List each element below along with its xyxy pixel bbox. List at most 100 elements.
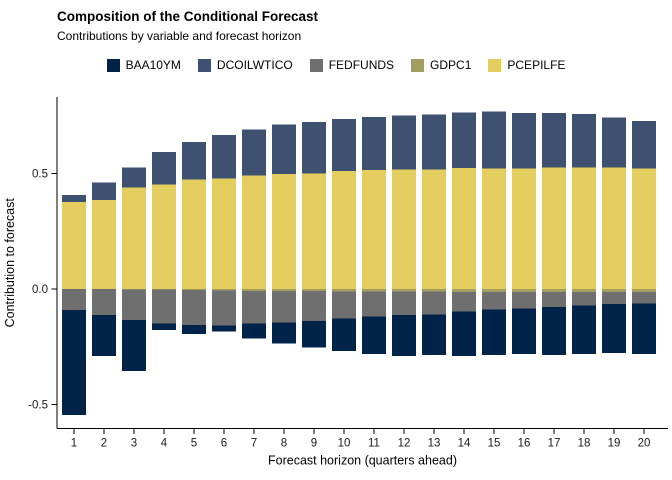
x-tick-label: 2 xyxy=(101,438,107,450)
x-tick-label: 17 xyxy=(548,438,561,450)
bar-segment-dcoilwtico-h11 xyxy=(362,116,386,171)
bar-segment-fedfunds-h14 xyxy=(452,291,476,312)
y-axis-title: Contribution to forecast xyxy=(3,198,17,328)
bar-segment-pcepilfe-h20 xyxy=(632,168,656,289)
bar-segment-pcepilfe-h15 xyxy=(482,168,506,289)
bar-segment-dcoilwtico-h16 xyxy=(512,113,536,169)
x-tick-label: 13 xyxy=(428,438,441,450)
legend-item-pcepilfe: PCEPILFE xyxy=(488,58,565,72)
bar-segment-baa10ym-h1 xyxy=(62,310,86,415)
bar-segment-gdpc1-h14 xyxy=(452,289,476,292)
x-axis-title: Forecast horizon (quarters ahead) xyxy=(268,454,457,468)
bar-segment-pcepilfe-h17 xyxy=(542,167,566,289)
bar-segment-baa10ym-h20 xyxy=(632,303,656,354)
bar-segment-pcepilfe-h16 xyxy=(512,168,536,289)
bar-segment-dcoilwtico-h18 xyxy=(572,113,596,168)
bar-segment-fedfunds-h9 xyxy=(302,291,326,322)
bar-segment-baa10ym-h8 xyxy=(272,322,296,344)
legend-item-fedfunds: FEDFUNDS xyxy=(309,58,394,72)
bar-segment-dcoilwtico-h13 xyxy=(422,114,446,170)
legend-swatch-icon xyxy=(411,58,425,72)
x-tick-label: 15 xyxy=(488,438,501,450)
bar-segment-baa10ym-h12 xyxy=(392,315,416,356)
bar-segment-pcepilfe-h12 xyxy=(392,169,416,289)
bar-segment-fedfunds-h5 xyxy=(182,289,206,326)
bar-segment-pcepilfe-h13 xyxy=(422,169,446,289)
bar-segment-fedfunds-h10 xyxy=(332,291,356,319)
x-tick-label: 19 xyxy=(608,438,621,450)
bar-segment-baa10ym-h5 xyxy=(182,325,206,335)
bar-segment-gdpc1-h6 xyxy=(212,289,236,291)
bar-segment-dcoilwtico-h14 xyxy=(452,112,476,168)
bar-segment-baa10ym-h14 xyxy=(452,311,476,356)
bar-segment-gdpc1-h10 xyxy=(332,289,356,292)
bar-segment-pcepilfe-h4 xyxy=(152,184,176,289)
legend-item-dcoilwtico: DCOILWTICO xyxy=(197,58,293,72)
legend-label: GDPC1 xyxy=(430,58,472,72)
legend-item-baa10ym: BAA10YM xyxy=(106,58,181,72)
x-tick-label: 16 xyxy=(518,438,531,450)
bar-segment-fedfunds-h8 xyxy=(272,291,296,323)
y-tick-label: -0.5 xyxy=(28,400,48,412)
bar-segment-fedfunds-h2 xyxy=(92,289,116,316)
bar-segment-fedfunds-h3 xyxy=(122,289,146,320)
x-tick-label: 4 xyxy=(161,438,168,450)
chart-subtitle: Contributions by variable and forecast h… xyxy=(57,29,302,43)
bar-segment-gdpc1-h5 xyxy=(182,289,206,290)
bar-segment-fedfunds-h16 xyxy=(512,291,536,309)
bar-segment-gdpc1-h13 xyxy=(422,289,446,292)
bar-segment-dcoilwtico-h6 xyxy=(212,134,236,179)
bar-segment-baa10ym-h2 xyxy=(92,315,116,356)
legend-swatch-icon xyxy=(309,58,323,72)
bar-segment-gdpc1-h20 xyxy=(632,289,656,292)
bar-segment-gdpc1-h11 xyxy=(362,289,386,292)
bar-segment-pcepilfe-h19 xyxy=(602,167,626,289)
bar-segment-pcepilfe-h2 xyxy=(92,200,116,289)
bar-segment-baa10ym-h17 xyxy=(542,307,566,356)
bar-segment-baa10ym-h13 xyxy=(422,314,446,356)
bar-segment-gdpc1-h18 xyxy=(572,289,596,292)
x-tick-label: 3 xyxy=(131,438,137,450)
legend-label: BAA10YM xyxy=(125,58,181,72)
bar-segment-gdpc1-h4 xyxy=(152,289,176,290)
x-tick-label: 14 xyxy=(458,438,471,450)
bar-segment-gdpc1-h16 xyxy=(512,289,536,292)
bar-segment-pcepilfe-h6 xyxy=(212,178,236,289)
bar-segment-gdpc1-h9 xyxy=(302,289,326,292)
bar-segment-dcoilwtico-h19 xyxy=(602,117,626,168)
bar-segment-fedfunds-h4 xyxy=(152,289,176,324)
bar-segment-gdpc1-h8 xyxy=(272,289,296,292)
legend-swatch-icon xyxy=(197,58,211,72)
bar-segment-baa10ym-h4 xyxy=(152,323,176,330)
bar-segment-dcoilwtico-h12 xyxy=(392,115,416,170)
bar-segment-gdpc1-h19 xyxy=(602,289,626,292)
bar-segment-baa10ym-h7 xyxy=(242,323,266,339)
x-tick-label: 5 xyxy=(191,438,197,450)
bar-segment-baa10ym-h18 xyxy=(572,305,596,354)
bar-segment-pcepilfe-h8 xyxy=(272,174,296,289)
bar-segment-gdpc1-h12 xyxy=(392,289,416,292)
x-tick-label: 1 xyxy=(71,438,77,450)
bar-segment-gdpc1-h7 xyxy=(242,289,266,291)
bar-segment-baa10ym-h19 xyxy=(602,304,626,354)
bar-segment-fedfunds-h7 xyxy=(242,290,266,324)
bar-segment-pcepilfe-h9 xyxy=(302,173,326,289)
bar-segment-dcoilwtico-h17 xyxy=(542,113,566,168)
bar-segment-dcoilwtico-h9 xyxy=(302,121,326,174)
x-tick-label: 11 xyxy=(368,438,380,450)
bar-segment-pcepilfe-h10 xyxy=(332,170,356,289)
bar-segment-fedfunds-h19 xyxy=(602,291,626,305)
bar-segment-fedfunds-h18 xyxy=(572,291,596,306)
bar-segment-pcepilfe-h14 xyxy=(452,167,476,289)
bar-segment-baa10ym-h3 xyxy=(122,319,146,372)
legend: BAA10YM DCOILWTICO FEDFUNDS GDPC1 PCEPILFE xyxy=(0,58,672,72)
x-tick-label: 18 xyxy=(578,438,591,450)
bar-segment-baa10ym-h16 xyxy=(512,308,536,354)
bar-segment-dcoilwtico-h15 xyxy=(482,111,506,169)
bar-segment-dcoilwtico-h20 xyxy=(632,121,656,169)
chart-title: Composition of the Conditional Forecast xyxy=(57,9,318,24)
bar-segment-dcoilwtico-h7 xyxy=(242,129,266,176)
bar-segment-fedfunds-h13 xyxy=(422,291,446,315)
